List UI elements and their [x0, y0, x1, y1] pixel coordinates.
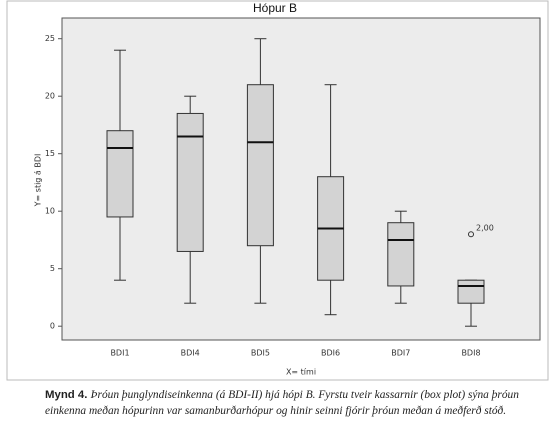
outlier-label: 2,00: [476, 224, 494, 233]
chart-title: Hópur B: [253, 1, 297, 15]
caption: Mynd 4. Þróun þunglyndiseinkenna (á BDI-…: [45, 387, 550, 419]
chart: Hópur B X= tími Y= stig á BDI 0 5 10 15 20 25…: [6, 0, 549, 381]
x-tick-label: BDI7: [391, 349, 410, 358]
y-axis-label: Y= stig á BDI: [34, 154, 43, 208]
x-tick-label: BDI6: [321, 349, 340, 358]
box: [457, 279, 485, 304]
x-tick-label: BDI8: [461, 349, 480, 358]
box: [106, 130, 134, 218]
x-axis-label: X= tími: [286, 368, 316, 377]
caption-text: Þróun þunglyndiseinkenna (á BDI-II) hjá …: [45, 389, 519, 417]
y-tick-label: 10: [45, 207, 55, 216]
box: [176, 112, 204, 252]
y-tick-label: 25: [45, 34, 55, 43]
outlier: [468, 231, 474, 238]
box: [246, 84, 274, 247]
x-tick-label: BDI5: [251, 349, 270, 358]
x-tick-label: BDI1: [110, 349, 129, 358]
caption-label: Mynd 4.: [45, 389, 88, 401]
box: [387, 222, 415, 287]
x-tick-label: BDI4: [181, 349, 200, 358]
y-tick-label: 15: [45, 149, 55, 158]
y-tick-label: 5: [50, 264, 55, 273]
y-tick-label: 20: [45, 92, 55, 101]
y-tick-label: 0: [50, 322, 55, 331]
